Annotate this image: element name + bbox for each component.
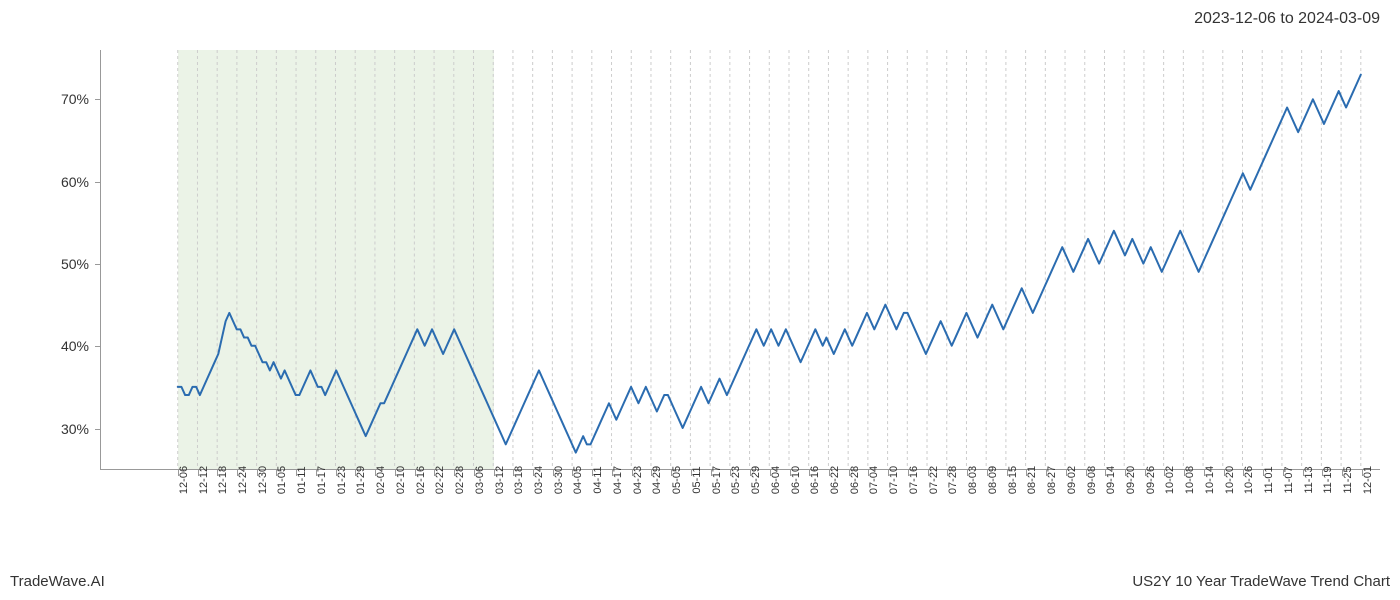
x-tick-label: 12-06 [178,466,190,494]
x-tick-label: 07-16 [908,466,920,494]
date-range-label: 2023-12-06 to 2024-03-09 [1194,10,1380,28]
x-tick-label: 07-28 [947,466,959,494]
x-tick-label: 08-03 [967,466,979,494]
trend-line [178,75,1361,453]
x-tick-label: 02-28 [454,466,466,494]
x-tick-label: 02-16 [415,466,427,494]
x-tick-label: 12-12 [198,466,210,494]
x-tick-label: 09-20 [1125,466,1137,494]
x-tick-label: 09-14 [1105,466,1117,494]
x-tick-label: 11-13 [1303,466,1315,493]
x-tick-label: 04-17 [612,466,624,494]
y-tick-label: 50% [61,256,89,272]
x-tick-label: 12-30 [257,466,269,494]
grid-lines [178,50,1361,469]
x-tick-label: 11-25 [1342,466,1354,493]
y-tick-mark [95,429,101,430]
x-tick-label: 03-30 [553,466,565,494]
x-tick-label: 03-24 [533,466,545,494]
x-tick-label: 02-04 [375,466,387,494]
x-tick-label: 03-18 [513,466,525,494]
x-tick-label: 05-11 [691,466,703,493]
x-tick-label: 03-12 [494,466,506,494]
x-tick-label: 09-02 [1066,466,1078,494]
y-tick-mark [95,182,101,183]
y-tick-mark [95,346,101,347]
x-tick-label: 09-26 [1145,466,1157,494]
x-tick-label: 10-20 [1224,466,1236,494]
x-tick-label: 10-08 [1184,466,1196,494]
x-tick-label: 06-10 [790,466,802,494]
y-tick-label: 70% [61,91,89,107]
chart-line-svg [101,50,1380,469]
x-tick-label: 08-09 [987,466,999,494]
x-tick-label: 05-05 [671,466,683,494]
x-tick-label: 02-22 [434,466,446,494]
x-tick-label: 10-02 [1164,466,1176,494]
x-tick-label: 05-23 [730,466,742,494]
x-tick-label: 11-01 [1263,466,1275,493]
x-tick-label: 01-05 [276,466,288,494]
x-tick-label: 12-01 [1362,466,1374,494]
x-tick-label: 04-05 [572,466,584,494]
x-tick-label: 01-23 [336,466,348,494]
x-tick-label: 10-14 [1204,466,1216,494]
x-tick-label: 11-07 [1283,466,1295,493]
x-tick-label: 09-08 [1086,466,1098,494]
x-tick-label: 07-04 [868,466,880,494]
x-tick-label: 10-26 [1243,466,1255,494]
x-tick-label: 08-27 [1046,466,1058,494]
brand-label: TradeWave.AI [10,573,105,590]
x-tick-label: 12-18 [217,466,229,494]
x-tick-label: 03-06 [474,466,486,494]
y-tick-mark [95,264,101,265]
x-tick-label: 04-29 [651,466,663,494]
y-tick-label: 30% [61,421,89,437]
x-tick-label: 06-04 [770,466,782,494]
x-tick-label: 01-17 [316,466,328,494]
x-tick-label: 01-29 [355,466,367,494]
x-tick-label: 08-15 [1007,466,1019,494]
x-tick-label: 06-16 [809,466,821,494]
y-tick-label: 60% [61,174,89,190]
chart-title: US2Y 10 Year TradeWave Trend Chart [1132,573,1390,590]
x-tick-label: 01-11 [296,466,308,493]
x-tick-label: 08-21 [1026,466,1038,494]
chart-plot-area: 30%40%50%60%70%12-0612-1212-1812-2412-30… [100,50,1380,470]
x-tick-label: 11-19 [1322,466,1334,493]
x-tick-label: 05-29 [750,466,762,494]
x-tick-label: 06-28 [849,466,861,494]
x-tick-label: 02-10 [395,466,407,494]
x-tick-label: 04-23 [632,466,644,494]
x-tick-label: 07-10 [888,466,900,494]
x-tick-label: 04-11 [592,466,604,493]
y-tick-mark [95,99,101,100]
x-tick-label: 06-22 [829,466,841,494]
x-tick-label: 05-17 [711,466,723,494]
y-tick-label: 40% [61,338,89,354]
x-tick-label: 07-22 [928,466,940,494]
x-tick-label: 12-24 [237,466,249,494]
